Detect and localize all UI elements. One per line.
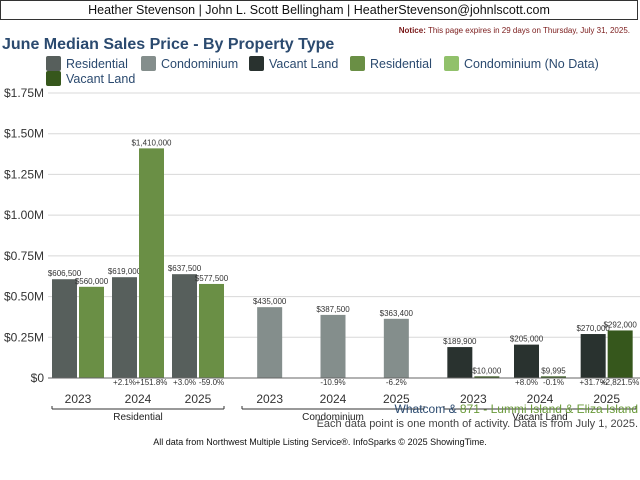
legend-item-condominium[interactable]: Condominium — [141, 56, 238, 71]
bar-value-label: $292,000 — [603, 320, 637, 329]
legend-label: Residential — [370, 56, 432, 71]
change-label: -59.0% — [199, 378, 224, 387]
change-label: +3.0% — [173, 378, 196, 387]
x-tick-label: 2025 — [185, 392, 212, 406]
change-label: +2,821.5% — [601, 378, 639, 387]
x-tick-label: 2024 — [125, 392, 152, 406]
bar-value-label: $577,500 — [195, 274, 229, 283]
location-amp: & — [445, 402, 460, 416]
legend-label: Residential — [66, 56, 128, 71]
x-tick-label: 2023 — [65, 392, 92, 406]
x-tick-label: 2025 — [383, 392, 410, 406]
expiry-notice: Notice: This page expires in 29 days on … — [399, 26, 630, 35]
legend-swatch — [249, 56, 264, 71]
legend-swatch — [350, 56, 365, 71]
bar-value-label: $619,000 — [108, 267, 142, 276]
bar — [541, 376, 566, 378]
change-label: +151.8% — [136, 378, 168, 387]
bar — [172, 274, 197, 378]
bar-value-label: $435,000 — [253, 297, 287, 306]
x-tick-label: 2025 — [593, 392, 620, 406]
bar — [52, 279, 77, 378]
chart-title: June Median Sales Price - By Property Ty… — [2, 36, 335, 53]
bar-value-label: $205,000 — [510, 335, 544, 344]
bar-value-label: $10,000 — [472, 366, 501, 375]
bar — [112, 277, 137, 378]
x-tick-label: 2024 — [527, 392, 554, 406]
header-text: Heather Stevenson | John L. Scott Bellin… — [88, 3, 550, 17]
bar-value-label: $9,995 — [541, 366, 566, 375]
legend-item-residential[interactable]: Residential — [46, 56, 128, 71]
change-label: +31.7% — [579, 378, 606, 387]
y-tick-label: $1.00M — [4, 208, 44, 222]
legend-item-vacant-land-alt[interactable]: Vacant Land — [46, 71, 135, 86]
bar-value-label: $560,000 — [75, 277, 109, 286]
legend-swatch — [46, 71, 61, 86]
notice-text: This page expires in 29 days on Thursday… — [427, 26, 630, 35]
group-label: Vacant Land — [512, 412, 567, 423]
bar — [139, 148, 164, 378]
legend-item-condominium-no-data[interactable]: Condominium (No Data) — [444, 56, 599, 71]
bar — [79, 286, 104, 378]
x-tick-label: 2024 — [320, 392, 347, 406]
y-tick-label: $0.25M — [4, 330, 44, 344]
legend-label: Vacant Land — [66, 71, 136, 86]
change-label: +8.0% — [515, 378, 538, 387]
legend-label: Condominium — [161, 56, 239, 71]
legend-swatch — [141, 56, 156, 71]
bar — [514, 344, 539, 378]
bar — [257, 307, 283, 378]
bar — [199, 283, 224, 378]
location-prefix: Whatcom — [394, 402, 446, 416]
bar-value-label: $637,500 — [168, 264, 202, 273]
location-line: Whatcom & 871 - Lummi Island & Eliza Isl… — [395, 402, 638, 416]
bar-value-label: $363,400 — [380, 309, 414, 318]
legend-swatch — [46, 56, 61, 71]
bar — [580, 334, 606, 378]
location-area: 871 - Lummi Island & Eliza Island — [459, 402, 638, 416]
bar-value-label: $1,410,000 — [131, 138, 172, 147]
legend-item-vacant-land[interactable]: Vacant Land — [249, 56, 338, 71]
data-source: All data from Northwest Multiple Listing… — [153, 437, 487, 447]
change-label: -6.2% — [386, 378, 407, 387]
bar-value-label: $606,500 — [48, 269, 82, 278]
legend-item-residential-alt[interactable]: Residential — [350, 56, 432, 71]
y-tick-label: $1.75M — [4, 86, 44, 100]
bar — [447, 347, 473, 378]
group-label: Condominium — [302, 412, 364, 423]
y-tick-label: $1.25M — [4, 167, 44, 181]
y-tick-label: $1.50M — [4, 127, 44, 141]
data-note: Each data point is one month of activity… — [316, 418, 638, 430]
change-label: +2.1% — [113, 378, 136, 387]
group-label: Residential — [113, 412, 162, 423]
bar — [383, 318, 409, 378]
legend-swatch — [444, 56, 459, 71]
bar — [607, 330, 633, 378]
legend-label: Vacant Land — [269, 56, 339, 71]
bar-value-label: $387,500 — [316, 305, 350, 314]
notice-label: Notice: — [398, 26, 426, 35]
y-tick-label: $0.50M — [4, 290, 44, 304]
header-bar: Heather Stevenson | John L. Scott Bellin… — [0, 0, 638, 20]
x-tick-label: 2023 — [256, 392, 283, 406]
y-tick-label: $0 — [31, 371, 45, 385]
y-tick-label: $0.75M — [4, 249, 44, 263]
x-tick-label: 2023 — [460, 392, 487, 406]
change-label: -0.1% — [543, 378, 564, 387]
bar — [320, 314, 346, 378]
change-label: -10.9% — [320, 378, 345, 387]
legend-label: Condominium (No Data) — [464, 56, 599, 71]
bar-value-label: $270,000 — [576, 324, 610, 333]
bar — [474, 376, 500, 378]
bar-value-label: $189,900 — [443, 337, 477, 346]
